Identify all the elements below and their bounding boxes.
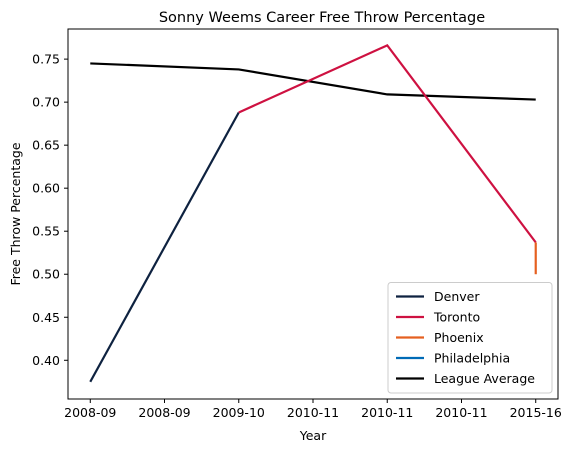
y-axis: 0.40 0.45 0.50 0.55 0.60 0.65 0.70 0.75 [32,52,68,368]
chart-title: Sonny Weems Career Free Throw Percentage [159,10,485,26]
legend-label-philadelphia: Philadelphia [434,351,510,366]
y-tick-label: 0.50 [32,267,60,282]
y-tick-label: 0.45 [32,310,60,325]
y-tick-label: 0.60 [32,181,60,196]
y-tick-label: 0.70 [32,95,60,110]
x-tick-label: 2010-11 [435,405,487,420]
y-axis-label: Free Throw Percentage [8,142,23,285]
legend-label-denver: Denver [434,289,480,304]
series-line-toronto [238,43,537,244]
series-line-league-average [90,62,536,101]
x-axis-label: Year [299,428,327,443]
legend-label-toronto: Toronto [433,310,480,325]
y-tick-label: 0.65 [32,138,60,153]
series-line-denver [89,111,240,383]
legend-box [387,282,553,394]
legend-label-league-average: League Average [434,371,535,386]
x-tick-label: 2008-09 [64,405,116,420]
y-tick-label: 0.40 [32,353,60,368]
y-tick-label: 0.75 [32,52,60,67]
y-tick-label: 0.55 [32,224,60,239]
series-layer [89,43,537,383]
x-tick-label: 2008-09 [138,405,190,420]
x-tick-label: 2010-11 [361,405,413,420]
x-tick-label: 2015-16 [510,405,562,420]
x-tick-label: 2010-11 [287,405,339,420]
x-axis: 2008-09 2008-09 2009-10 2010-11 2010-11 2010-… [64,399,562,420]
x-tick-label: 2009-10 [213,405,265,420]
legend-label-phoenix: Phoenix [434,330,484,345]
legend: Denver Toronto Phoenix Philadelphia League A… [387,282,553,394]
